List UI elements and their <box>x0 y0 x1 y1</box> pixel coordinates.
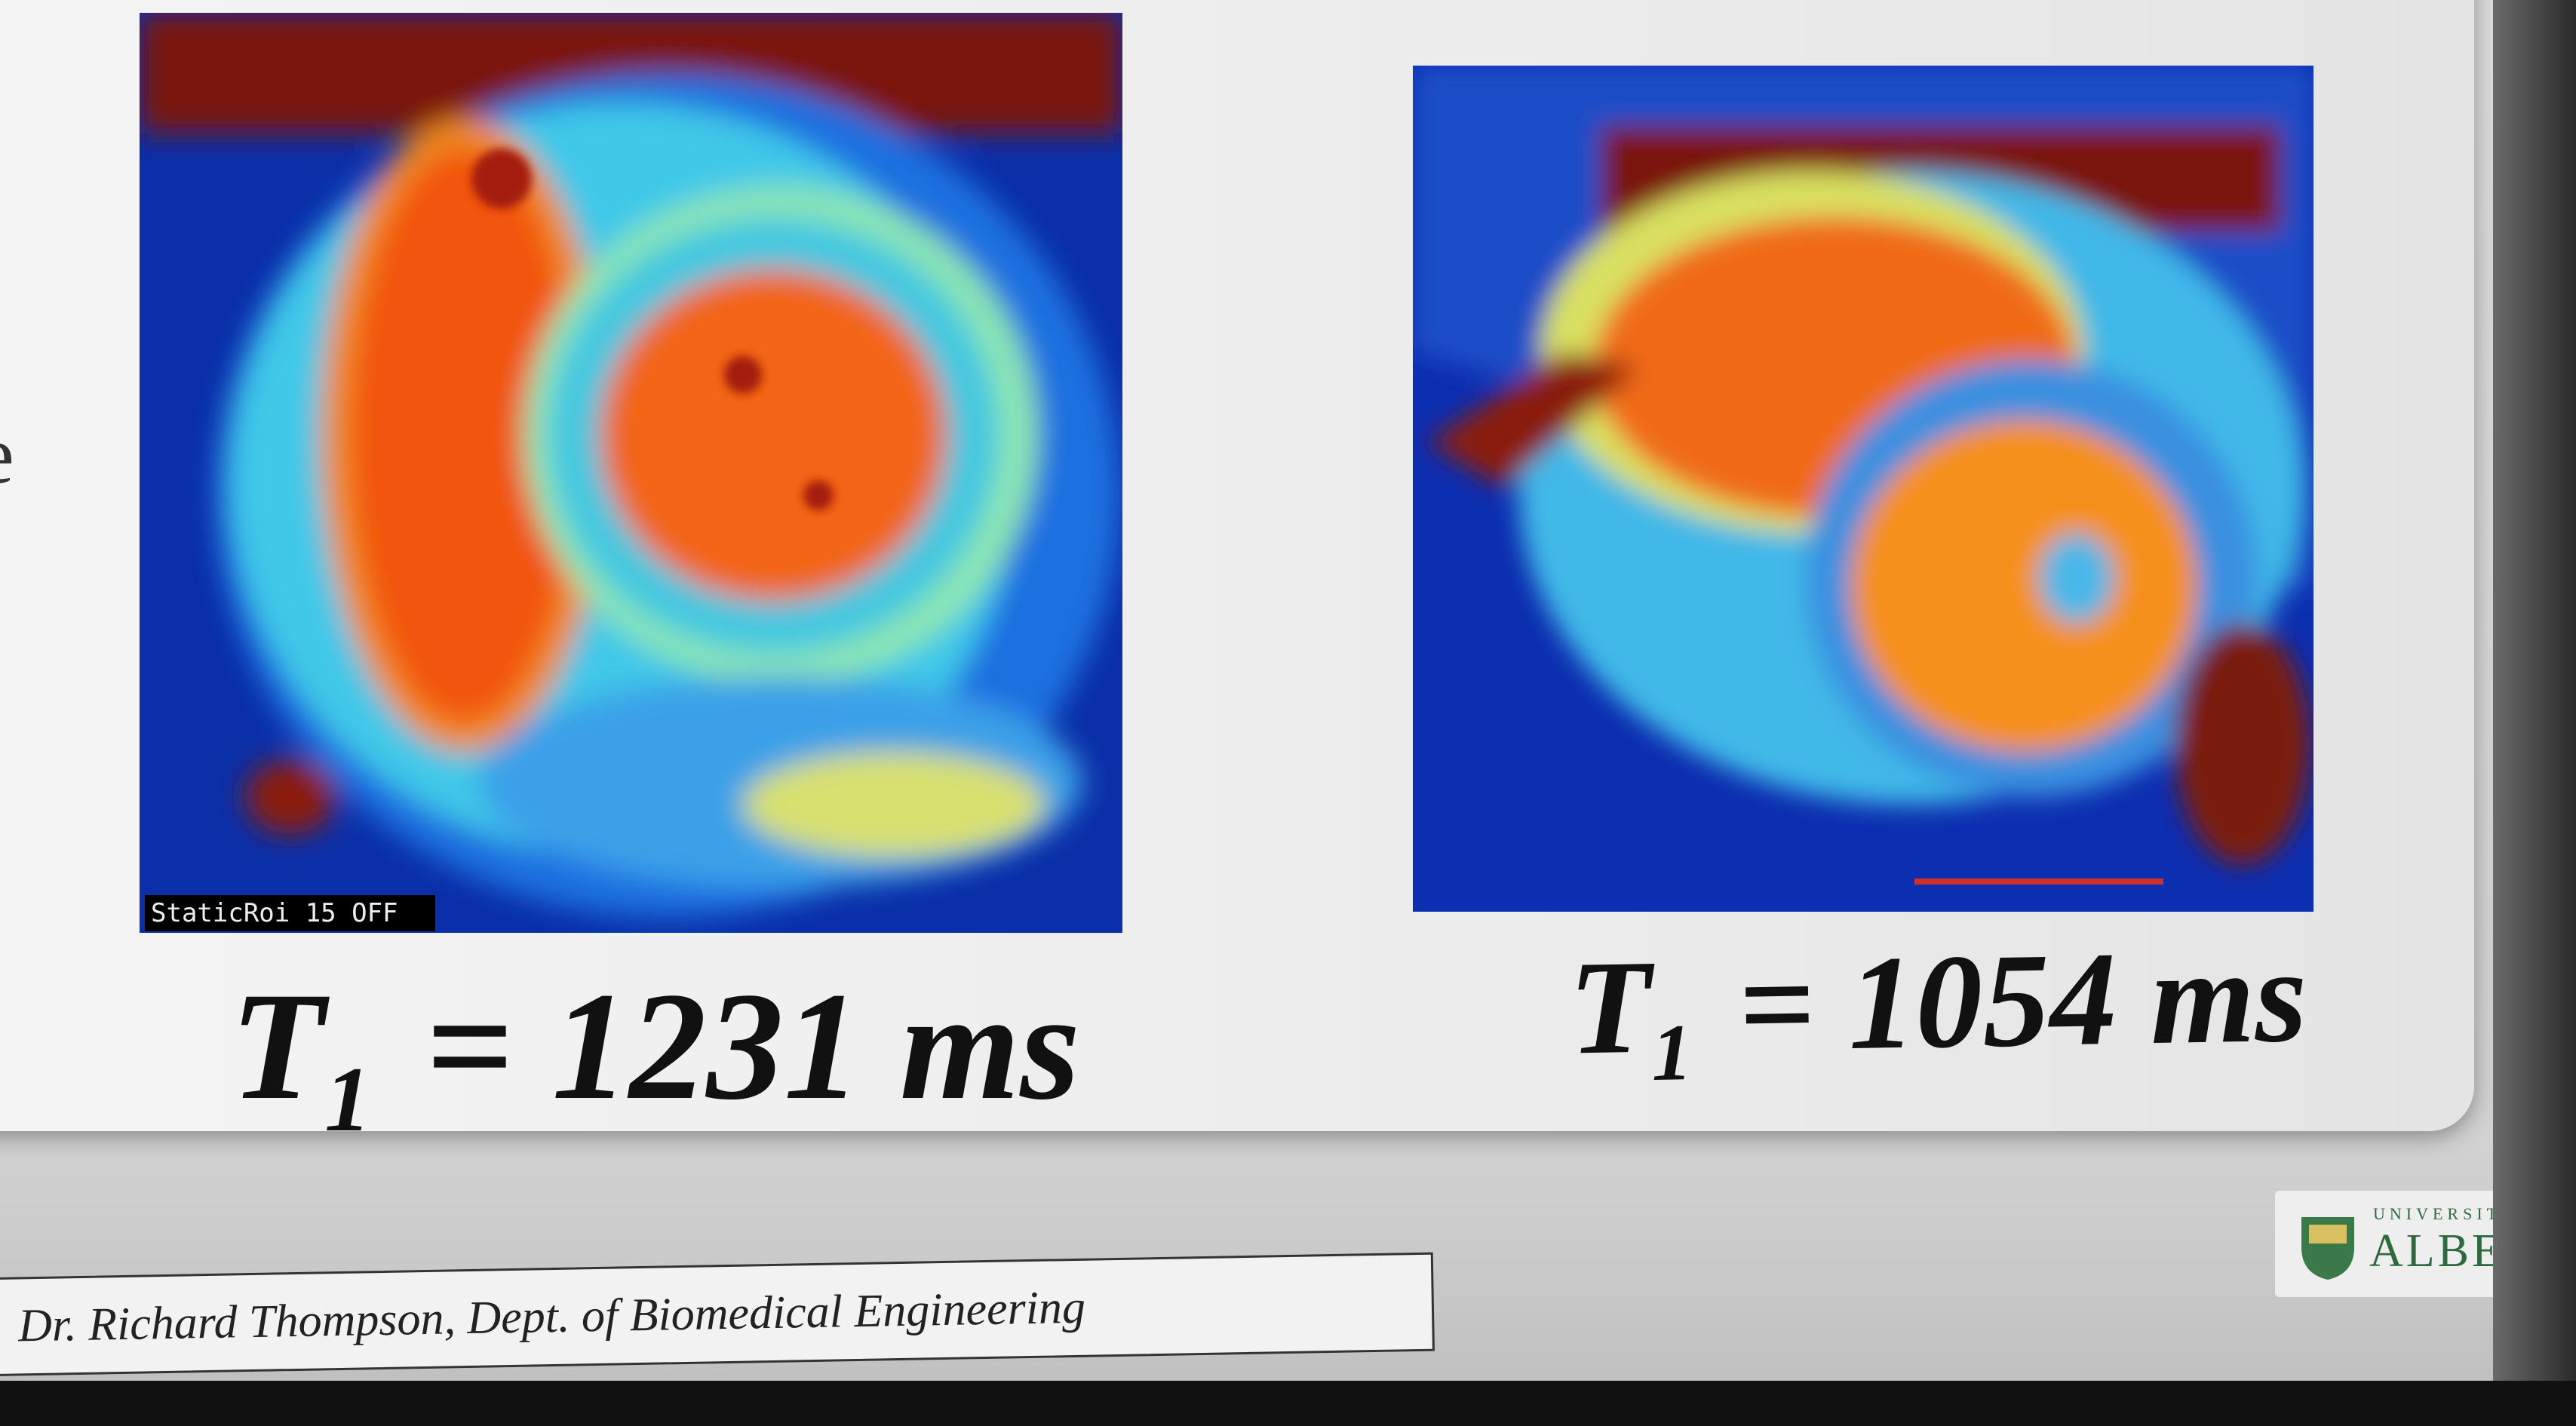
caption-symbol: T <box>230 961 325 1132</box>
monitor-edge <box>0 1381 2576 1426</box>
image-label: StaticRoi 15 OFF <box>145 895 435 931</box>
caption-text: = 1231 ms <box>425 961 1081 1132</box>
caption-subscript: 1 <box>324 1047 371 1152</box>
caption-text: = 1054 ms <box>1736 920 2309 1080</box>
caption-subscript: 1 <box>1650 1008 1693 1098</box>
caption-symbol: T <box>1567 931 1653 1083</box>
t1-map-left <box>140 13 1122 933</box>
monitor-bezel <box>2493 0 2576 1426</box>
t1-map-right <box>1413 66 2313 912</box>
cut-text: e <box>0 407 14 503</box>
caption: T1 = 1054 ms <box>1567 917 2308 1101</box>
caption: T1 = 1231 ms <box>230 958 1080 1153</box>
footer-credit: Dr. Richard Thompson, Dept. of Biomedica… <box>0 1252 1435 1376</box>
logo-crest <box>2301 1217 2354 1280</box>
